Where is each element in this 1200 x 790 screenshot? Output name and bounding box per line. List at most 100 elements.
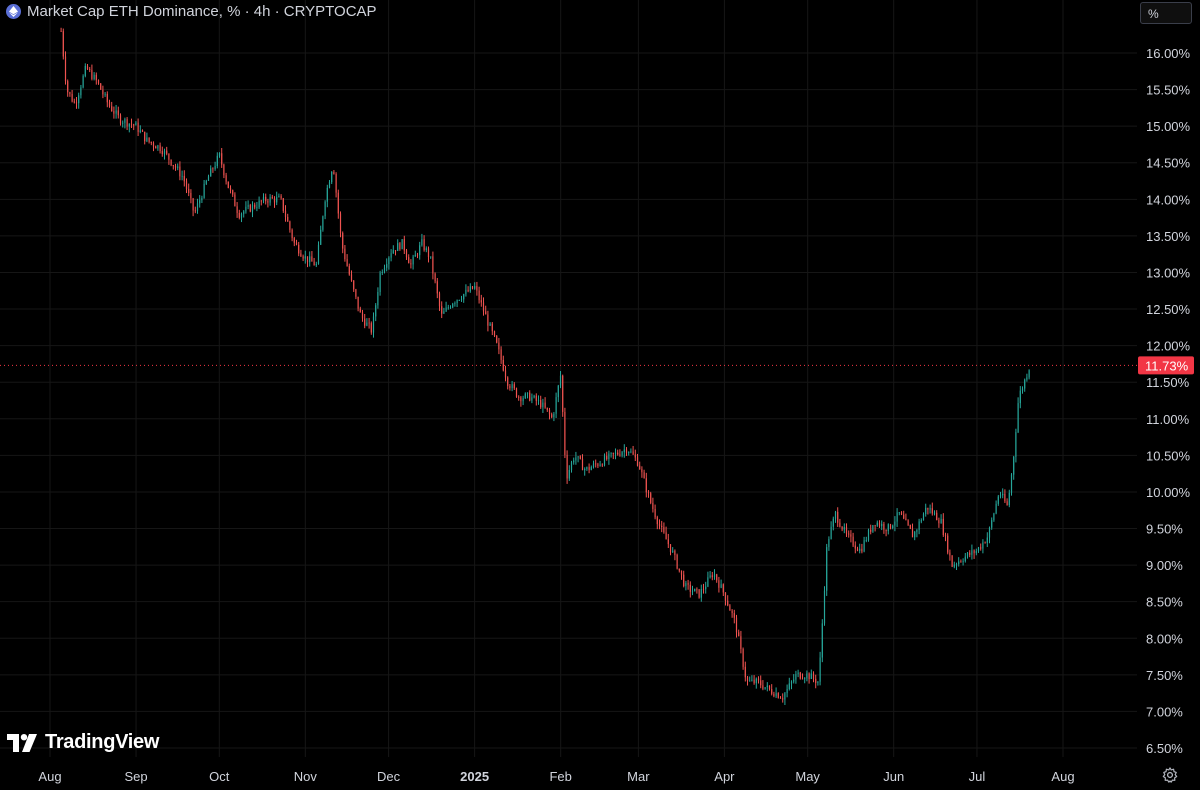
candle-body bbox=[1013, 456, 1015, 475]
y-tick-label: 15.00% bbox=[1146, 119, 1191, 134]
candle-body bbox=[621, 452, 623, 456]
candle-body bbox=[733, 613, 735, 618]
candle-body bbox=[93, 74, 95, 79]
candle-body bbox=[929, 508, 931, 510]
candle-body bbox=[881, 523, 883, 527]
candle-body bbox=[960, 561, 962, 563]
candle-body bbox=[97, 80, 100, 84]
y-tick-label: 14.50% bbox=[1146, 156, 1191, 171]
candle-body bbox=[988, 527, 991, 538]
candle-body bbox=[885, 529, 887, 532]
candle-body bbox=[997, 496, 999, 504]
candle-body bbox=[262, 196, 265, 202]
candle-body bbox=[700, 589, 702, 598]
candle-body bbox=[342, 232, 344, 249]
candle-body bbox=[62, 31, 64, 57]
candle-body bbox=[282, 198, 284, 211]
candle-body bbox=[806, 673, 808, 679]
candle-body bbox=[592, 463, 595, 468]
x-axis: Aug Sep Oct Nov Dec 2025 Feb Mar Apr May Jun Jul Aug bbox=[38, 769, 1074, 784]
y-tick-label: 7.50% bbox=[1146, 668, 1183, 683]
candle-body bbox=[144, 131, 146, 142]
candle-body bbox=[201, 197, 203, 201]
candle-body bbox=[1004, 493, 1006, 502]
unit-selector-button[interactable]: % bbox=[1140, 2, 1192, 24]
candle-body bbox=[614, 452, 617, 454]
candle-body bbox=[852, 536, 854, 546]
candle-body bbox=[898, 512, 900, 514]
candle-body bbox=[980, 547, 982, 549]
candle-body bbox=[386, 264, 388, 268]
candle-body bbox=[962, 561, 964, 562]
candle-body bbox=[183, 175, 185, 182]
candle-body bbox=[698, 589, 700, 598]
candle-body bbox=[953, 564, 955, 567]
candle-body bbox=[157, 145, 159, 149]
candle-body bbox=[71, 93, 73, 102]
candle-body bbox=[551, 414, 553, 418]
candle-body bbox=[900, 512, 903, 515]
candle-body bbox=[619, 454, 621, 456]
candle-body bbox=[559, 375, 562, 386]
candle-body bbox=[166, 150, 168, 154]
candle-body bbox=[284, 210, 287, 217]
candle-body bbox=[91, 70, 93, 79]
candle-body bbox=[419, 245, 421, 256]
candle-body bbox=[306, 256, 309, 263]
candle-body bbox=[634, 454, 636, 458]
candle-body bbox=[348, 266, 350, 275]
candle-body bbox=[742, 648, 744, 667]
candle-body bbox=[480, 300, 482, 303]
x-tick-label: Mar bbox=[627, 769, 650, 784]
candle-body bbox=[408, 257, 410, 264]
candle-body bbox=[427, 248, 430, 258]
candle-body bbox=[82, 75, 84, 88]
candle-body bbox=[353, 280, 355, 290]
candle-body bbox=[933, 512, 936, 514]
candle-body bbox=[476, 286, 478, 291]
candle-body bbox=[463, 294, 465, 300]
candle-body bbox=[331, 171, 333, 183]
candle-body bbox=[984, 542, 986, 544]
candle-body bbox=[260, 200, 262, 202]
candle-body bbox=[661, 525, 663, 527]
candle-body bbox=[713, 574, 716, 578]
candle-body bbox=[782, 698, 784, 700]
candle-body bbox=[746, 677, 749, 682]
candle-body bbox=[830, 526, 832, 540]
candle-body bbox=[859, 548, 861, 551]
candle-body bbox=[828, 539, 830, 548]
candle-body bbox=[148, 137, 150, 142]
x-tick-label: Feb bbox=[549, 769, 571, 784]
candle-body bbox=[691, 591, 694, 593]
settings-gear-icon[interactable] bbox=[1161, 766, 1179, 784]
candle-body bbox=[718, 580, 720, 588]
candle-body bbox=[133, 124, 135, 126]
candle-body bbox=[460, 299, 463, 301]
candle-body bbox=[876, 522, 878, 526]
candle-body bbox=[161, 151, 163, 155]
candle-body bbox=[1017, 403, 1019, 433]
candle-body bbox=[810, 673, 812, 680]
candle-body bbox=[254, 204, 256, 208]
candle-body bbox=[350, 274, 353, 281]
tradingview-logo: TradingView bbox=[7, 731, 159, 754]
candle-body bbox=[544, 402, 546, 408]
candle-body bbox=[113, 111, 115, 114]
candle-body bbox=[207, 176, 210, 181]
candle-body bbox=[271, 197, 273, 199]
candle-body bbox=[911, 528, 914, 538]
y-tick-label: 10.50% bbox=[1146, 448, 1191, 463]
candle-body bbox=[339, 213, 342, 233]
candle-body bbox=[273, 198, 276, 203]
candle-body bbox=[995, 503, 997, 514]
candle-body bbox=[808, 673, 810, 680]
candle-body bbox=[790, 681, 793, 684]
candle-body bbox=[863, 540, 865, 552]
candle-body bbox=[570, 462, 573, 471]
y-axis: 16.00% 15.50% 15.00% 14.50% 14.00% 13.50% 13.0… bbox=[1146, 46, 1191, 756]
y-tick-label: 12.00% bbox=[1146, 339, 1191, 354]
candle-body bbox=[729, 605, 731, 611]
candle-body bbox=[674, 550, 676, 555]
